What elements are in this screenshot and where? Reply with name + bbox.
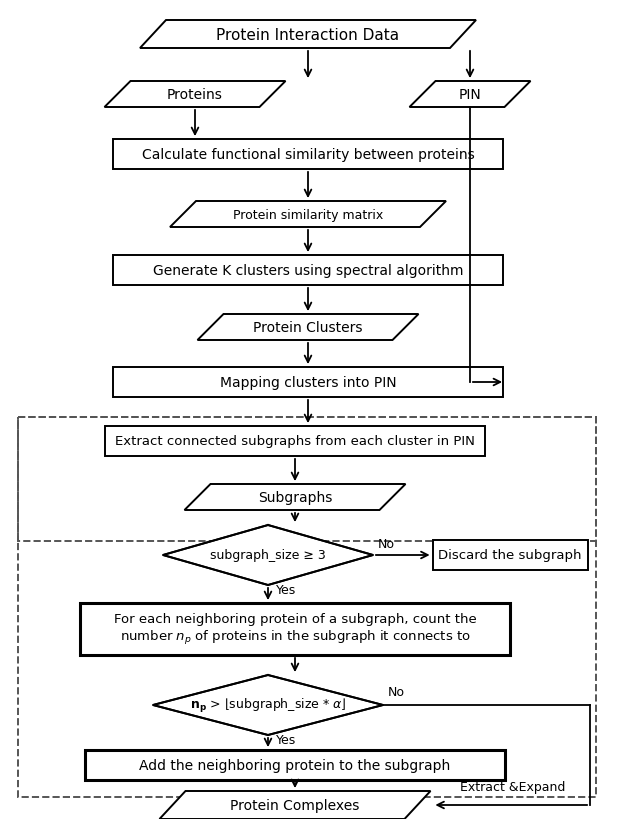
Text: For each neighboring protein of a subgraph, count the
number $n_p$ of proteins i: For each neighboring protein of a subgra… bbox=[114, 613, 476, 646]
Bar bbox=[113, 368, 503, 397]
Text: $\mathbf{n_p}$ > $\lfloor$subgraph_size * $\alpha\rfloor$: $\mathbf{n_p}$ > $\lfloor$subgraph_size … bbox=[189, 696, 346, 714]
Text: Yes: Yes bbox=[276, 733, 296, 746]
Text: Subgraphs: Subgraphs bbox=[258, 491, 332, 505]
Bar bbox=[80, 604, 510, 655]
Text: Protein Interaction Data: Protein Interaction Data bbox=[217, 28, 400, 43]
Text: Extract connected subgraphs from each cluster in PIN: Extract connected subgraphs from each cl… bbox=[115, 435, 475, 448]
Text: No: No bbox=[378, 537, 395, 550]
Polygon shape bbox=[170, 201, 446, 228]
Text: Extract &Expand: Extract &Expand bbox=[460, 780, 565, 793]
Polygon shape bbox=[163, 525, 373, 586]
Text: Yes: Yes bbox=[276, 583, 296, 596]
Text: subgraph_size ≥ 3: subgraph_size ≥ 3 bbox=[210, 549, 326, 562]
Polygon shape bbox=[184, 484, 405, 510]
Bar bbox=[18, 418, 596, 541]
Polygon shape bbox=[160, 791, 431, 819]
Polygon shape bbox=[197, 314, 418, 341]
Text: PIN: PIN bbox=[458, 88, 481, 102]
Text: Discard the subgraph: Discard the subgraph bbox=[438, 549, 582, 562]
Bar bbox=[433, 541, 587, 570]
Text: Protein Complexes: Protein Complexes bbox=[230, 798, 360, 812]
Text: Protein Clusters: Protein Clusters bbox=[253, 320, 363, 335]
Bar bbox=[113, 256, 503, 286]
Polygon shape bbox=[140, 21, 476, 49]
Text: Protein similarity matrix: Protein similarity matrix bbox=[233, 208, 383, 221]
Text: Add the neighboring protein to the subgraph: Add the neighboring protein to the subgr… bbox=[139, 758, 450, 772]
Text: Generate K clusters using spectral algorithm: Generate K clusters using spectral algor… bbox=[153, 264, 463, 278]
Bar bbox=[85, 750, 505, 780]
Text: Calculate functional similarity between proteins: Calculate functional similarity between … bbox=[142, 147, 474, 162]
Text: Mapping clusters into PIN: Mapping clusters into PIN bbox=[220, 376, 396, 390]
Bar bbox=[113, 140, 503, 170]
Bar bbox=[105, 427, 485, 456]
Polygon shape bbox=[104, 82, 286, 108]
Text: No: No bbox=[388, 686, 405, 698]
Text: Proteins: Proteins bbox=[167, 88, 223, 102]
Polygon shape bbox=[153, 675, 383, 735]
Bar bbox=[18, 418, 596, 797]
Polygon shape bbox=[410, 82, 531, 108]
